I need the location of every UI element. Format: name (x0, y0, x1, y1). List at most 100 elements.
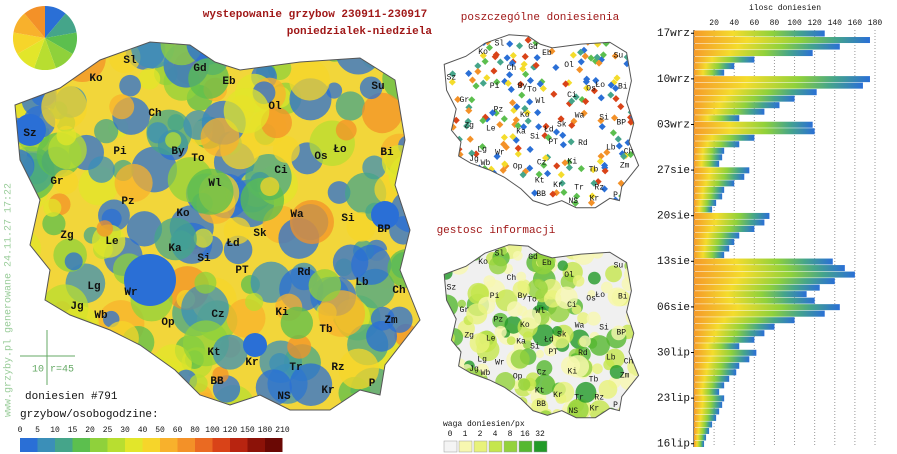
report-marker (560, 188, 568, 196)
city-label: Tb (319, 324, 333, 336)
city-label: Pz (494, 316, 504, 325)
bar (694, 440, 705, 447)
city-label: Gr (460, 306, 470, 315)
density-blob (188, 58, 229, 99)
y-tick-label: 20sie (657, 211, 690, 223)
city-label: Sl (495, 39, 505, 48)
city-label: Wl (208, 178, 222, 190)
density-blob (516, 271, 527, 282)
density-blob (611, 325, 627, 341)
city-label: Lg (87, 281, 100, 293)
density-blob (598, 380, 618, 399)
legend-tick: 20 (85, 426, 95, 435)
report-marker (465, 186, 473, 194)
density-blob (605, 265, 623, 283)
bar (694, 297, 815, 304)
report-marker (535, 170, 543, 178)
density-blob (255, 369, 292, 406)
report-marker (454, 163, 462, 172)
city-label: Cz (537, 159, 547, 168)
density-blob (289, 59, 330, 101)
report-marker (561, 159, 569, 167)
report-marker (494, 199, 502, 207)
density-blob (212, 334, 248, 370)
bar (694, 63, 735, 70)
density-blob (586, 311, 601, 326)
x-tick-label: 100 (787, 19, 802, 28)
city-label: Gr (460, 96, 470, 105)
report-marker (620, 42, 628, 50)
bar (694, 147, 725, 154)
report-marker (496, 58, 504, 66)
report-marker (581, 52, 589, 60)
city-label: Op (513, 372, 523, 381)
city-label: Ch (392, 285, 405, 297)
city-label: Kr (590, 194, 600, 203)
density-blob (608, 287, 628, 307)
density-blob (463, 244, 484, 257)
report-marker (553, 162, 561, 170)
city-label: Pz (494, 106, 504, 115)
report-marker (474, 62, 482, 70)
city-label: Sk (557, 331, 567, 340)
city-label: BP (377, 224, 391, 236)
density-blob (506, 301, 523, 317)
report-marker (548, 47, 556, 55)
report-marker (503, 54, 511, 62)
density-blob (521, 309, 542, 329)
report-marker (444, 106, 452, 114)
report-marker (534, 108, 542, 117)
density-blob (96, 220, 114, 237)
pie-slice (45, 13, 77, 38)
report-marker (607, 91, 615, 99)
report-marker (468, 96, 476, 104)
city-label: Rd (578, 139, 588, 148)
density-blob (532, 324, 555, 347)
x-tick-label: 180 (868, 19, 883, 28)
legend-swatch (518, 440, 533, 453)
city-label: Bi (380, 147, 394, 159)
legend-swatch (458, 440, 473, 453)
density-blob (124, 254, 176, 306)
legend-tick: 180 (258, 426, 273, 435)
report-marker (465, 107, 473, 115)
report-marker (532, 61, 540, 69)
report-marker (569, 51, 577, 59)
report-marker (612, 95, 620, 103)
city-label: Ol (268, 101, 282, 113)
density-blob (456, 377, 473, 394)
city-label: Wa (575, 112, 585, 121)
density-blob (513, 340, 524, 351)
y-tick-label: 30lip (657, 347, 690, 359)
density-blob (566, 355, 590, 378)
density-blob (399, 180, 420, 216)
report-marker (483, 74, 491, 82)
density-blob (444, 251, 450, 262)
report-marker (552, 128, 561, 136)
report-marker (466, 135, 474, 143)
report-marker (580, 35, 588, 43)
density-blob (126, 211, 163, 247)
city-label: Rz (331, 362, 344, 374)
bar (694, 375, 730, 382)
map-subtitle: poniedzialek-niedziela (287, 26, 433, 38)
density-blob (630, 244, 639, 252)
density-blob (473, 244, 481, 249)
density-blob (444, 375, 450, 387)
density-blob (223, 217, 251, 245)
bar (694, 160, 720, 167)
report-marker (593, 53, 601, 61)
density-blob (212, 366, 229, 383)
legend-swatch (142, 438, 160, 452)
report-marker (444, 54, 451, 62)
report-marker (499, 166, 507, 174)
density-blob (517, 396, 528, 407)
pie-slice (45, 38, 73, 69)
x-tick-label: 120 (807, 19, 822, 28)
density-blob (189, 374, 208, 393)
report-marker (544, 169, 552, 178)
city-label: Wr (495, 148, 505, 157)
report-marker (454, 95, 462, 103)
x-tick-label: 20 (709, 19, 719, 28)
density-blob (223, 88, 270, 134)
